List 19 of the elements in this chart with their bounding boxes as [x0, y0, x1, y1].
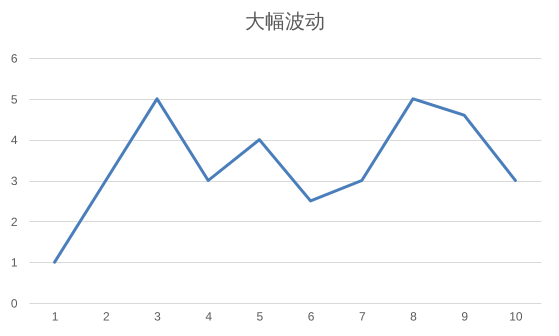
x-tick-label: 8: [410, 310, 418, 324]
y-tick-label: 3: [10, 174, 18, 188]
x-tick-label: 2: [102, 310, 110, 324]
x-tick-label: 9: [461, 310, 468, 324]
x-tick-label: 6: [308, 310, 315, 324]
x-tick-label: 5: [256, 310, 264, 324]
x-tick-label: 4: [205, 310, 212, 324]
y-tick-label: 0: [10, 296, 18, 310]
y-tick-label: 6: [10, 52, 18, 66]
chart-title: 大幅波动: [245, 11, 325, 33]
x-tick-label: 1: [52, 310, 59, 324]
y-tick-label: 2: [10, 214, 18, 229]
x-tick-label: 3: [154, 310, 162, 324]
y-tick-label: 4: [10, 133, 18, 148]
line-series: [53, 97, 517, 264]
x-tick-label: 7: [358, 310, 366, 324]
y-tick-label: 5: [10, 92, 18, 106]
y-tick-label: 1: [10, 256, 18, 270]
x-tick-label: 10: [509, 310, 523, 324]
